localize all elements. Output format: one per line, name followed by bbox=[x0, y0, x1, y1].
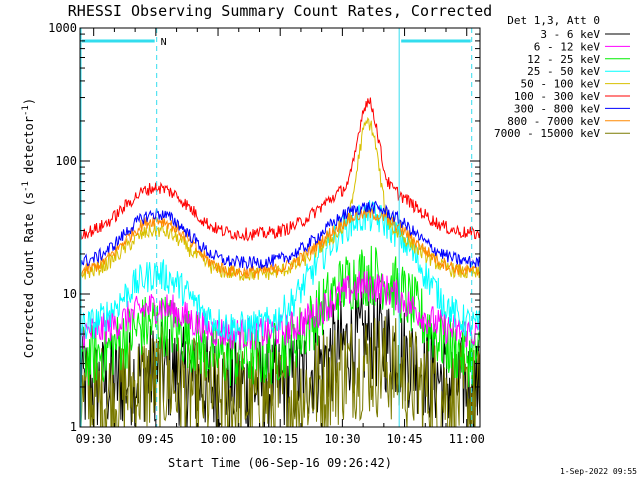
legend-label: 300 - 800 keV bbox=[514, 102, 600, 115]
series-line bbox=[80, 207, 480, 279]
y-label-part2: detector bbox=[22, 116, 36, 181]
chart-title: RHESSI Observing Summary Count Rates, Co… bbox=[68, 2, 492, 20]
x-axis-label: Start Time (06-Sep-16 09:26:42) bbox=[168, 456, 392, 470]
x-tick-label: 10:45 bbox=[386, 432, 422, 446]
legend-label: 6 - 12 keV bbox=[534, 40, 601, 53]
x-tick-label: 10:15 bbox=[262, 432, 298, 446]
legend-label: 12 - 25 keV bbox=[527, 53, 600, 66]
legend-label: 3 - 6 keV bbox=[540, 28, 600, 41]
legend-label: 100 - 300 keV bbox=[514, 90, 600, 103]
y-axis-label: Corrected Count Rate (s-1 detector-1) bbox=[21, 98, 36, 358]
legend-label: 50 - 100 keV bbox=[521, 78, 601, 91]
series-line bbox=[80, 200, 480, 343]
series-line bbox=[80, 316, 480, 427]
x-tick-label: 10:30 bbox=[324, 432, 360, 446]
plot-area: N bbox=[80, 28, 480, 427]
x-tick-label: 10:00 bbox=[200, 432, 236, 446]
night-marker-label: N bbox=[161, 37, 167, 48]
axes: 09:30 09:45 10:00 10:15 10:30 10:45 11:00 1 10 10… bbox=[48, 21, 485, 446]
x-tick-label: 09:30 bbox=[76, 432, 112, 446]
legend-label: 800 - 7000 keV bbox=[507, 115, 600, 128]
y-label-sup2: -1 bbox=[21, 105, 31, 116]
y-label-sup1: -1 bbox=[21, 181, 31, 192]
x-tick-label: 11:00 bbox=[449, 432, 485, 446]
y-tick-label: 1 bbox=[70, 420, 77, 434]
y-label-part1: Corrected Count Rate (s bbox=[22, 192, 36, 358]
legend-label: 25 - 50 keV bbox=[527, 65, 600, 78]
x-tick-label: 09:45 bbox=[138, 432, 174, 446]
y-tick-label: 1000 bbox=[48, 21, 77, 35]
series-line bbox=[80, 97, 480, 242]
series-line bbox=[80, 245, 480, 388]
y-label-part3: ) bbox=[22, 98, 36, 105]
series-line bbox=[80, 271, 480, 350]
y-tick-label: 10 bbox=[63, 287, 77, 301]
time-markers: N bbox=[80, 28, 473, 427]
legend-label: 7000 - 15000 keV bbox=[494, 127, 600, 140]
footer-timestamp: 1-Sep-2022 09:55 bbox=[560, 467, 637, 476]
y-tick-label: 100 bbox=[55, 154, 77, 168]
series-layer bbox=[80, 97, 480, 427]
series-line bbox=[80, 200, 480, 271]
legend-header: Det 1,3, Att 0 bbox=[507, 14, 600, 27]
